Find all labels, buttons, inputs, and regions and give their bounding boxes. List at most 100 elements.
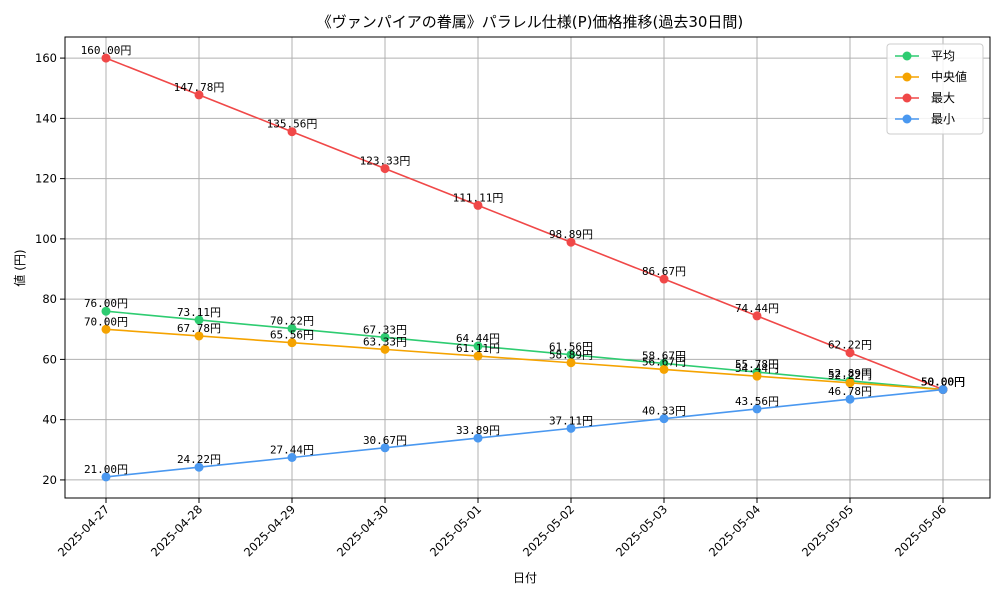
data-point bbox=[380, 443, 390, 453]
data-label: 73.11円 bbox=[177, 306, 221, 319]
data-label: 43.56円 bbox=[735, 395, 779, 408]
data-point bbox=[752, 371, 762, 381]
data-label: 70.00円 bbox=[84, 315, 128, 328]
y-tick-label: 20 bbox=[42, 473, 57, 487]
y-tick-label: 100 bbox=[35, 232, 57, 246]
legend-label: 平均 bbox=[931, 49, 955, 63]
x-tick-label: 2025-05-03 bbox=[613, 502, 670, 559]
data-label: 67.78円 bbox=[177, 322, 221, 335]
data-point bbox=[380, 332, 390, 342]
series-4 bbox=[101, 385, 948, 482]
data-point bbox=[194, 90, 204, 100]
data-point bbox=[380, 164, 390, 174]
legend-label: 最小 bbox=[931, 112, 955, 126]
data-label: 67.33円 bbox=[363, 323, 407, 336]
data-label: 135.56円 bbox=[267, 118, 318, 131]
series-line bbox=[105, 310, 944, 391]
data-label: 50.00円 bbox=[921, 376, 965, 389]
y-tick-label: 160 bbox=[35, 51, 57, 65]
data-point bbox=[287, 324, 297, 334]
x-tick-label: 2025-04-30 bbox=[334, 502, 391, 559]
legend-item: 平均 bbox=[895, 49, 955, 63]
legend-marker bbox=[902, 114, 912, 124]
y-tick-label: 40 bbox=[42, 413, 57, 427]
plot-frame bbox=[64, 36, 991, 499]
data-point bbox=[566, 237, 576, 247]
data-point bbox=[287, 127, 297, 137]
data-point bbox=[566, 423, 576, 433]
legend-label: 中央値 bbox=[931, 69, 967, 84]
legend-marker bbox=[902, 72, 912, 82]
data-label: 27.44円 bbox=[270, 444, 314, 457]
data-point bbox=[473, 351, 483, 361]
y-tick-label: 60 bbox=[42, 352, 57, 366]
x-tick-label: 2025-05-06 bbox=[892, 502, 949, 559]
axis-ticks: 20 40 60 80 100 120 140 160 2025-04-27 2025-04-28… bbox=[35, 51, 949, 559]
data-point bbox=[566, 350, 576, 360]
x-tick-label: 2025-04-27 bbox=[55, 502, 112, 559]
data-point bbox=[659, 414, 669, 424]
data-label: 65.56円 bbox=[270, 329, 314, 342]
data-label: 46.78円 bbox=[828, 385, 872, 398]
data-point bbox=[101, 324, 111, 334]
data-label: 63.33円 bbox=[363, 335, 407, 348]
grid bbox=[65, 37, 990, 498]
data-point bbox=[659, 364, 669, 374]
legend-item: 中央値 bbox=[895, 69, 967, 84]
series-3 bbox=[101, 53, 948, 395]
data-label: 58.89円 bbox=[549, 349, 593, 362]
data-point bbox=[473, 341, 483, 351]
legend-marker bbox=[902, 51, 912, 61]
data-point bbox=[287, 338, 297, 348]
data-point bbox=[473, 200, 483, 210]
legend-box bbox=[886, 43, 984, 135]
x-tick-label: 2025-05-01 bbox=[427, 502, 484, 559]
data-label: 147.78円 bbox=[174, 81, 225, 94]
series-line bbox=[105, 328, 944, 391]
data-label: 111.11円 bbox=[453, 191, 504, 204]
data-point bbox=[752, 311, 762, 321]
data-label: 70.22円 bbox=[270, 315, 314, 328]
data-label: 54.44円 bbox=[735, 362, 779, 375]
y-tick-label: 140 bbox=[35, 111, 57, 125]
data-label: 62.22円 bbox=[828, 339, 872, 352]
data-label: 37.11円 bbox=[549, 414, 593, 427]
data-point bbox=[101, 306, 111, 316]
data-label: 50.00円 bbox=[921, 376, 965, 389]
data-label: 58.67円 bbox=[642, 349, 686, 362]
series-line bbox=[105, 388, 944, 478]
data-label: 50.00円 bbox=[921, 376, 965, 389]
chart-title: 《ヴァンパイアの眷属》パラレル仕様(P)価格推移(過去30日間) bbox=[317, 13, 744, 31]
data-label: 56.67円 bbox=[642, 355, 686, 368]
data-point bbox=[659, 274, 669, 284]
series-group bbox=[101, 53, 948, 482]
data-point bbox=[287, 453, 297, 463]
legend-label: 最大 bbox=[931, 91, 955, 105]
data-point bbox=[845, 348, 855, 358]
data-point bbox=[938, 385, 948, 395]
data-point bbox=[101, 53, 111, 63]
data-label: 64.44円 bbox=[456, 332, 500, 345]
data-label: 30.67円 bbox=[363, 434, 407, 447]
x-tick-label: 2025-04-28 bbox=[148, 502, 205, 559]
data-label: 98.89円 bbox=[549, 228, 593, 241]
legend-item: 最大 bbox=[895, 91, 955, 105]
x-tick-label: 2025-05-05 bbox=[799, 502, 856, 559]
x-tick-label: 2025-05-02 bbox=[520, 502, 577, 559]
data-label: 40.33円 bbox=[642, 405, 686, 418]
data-label: 55.78円 bbox=[735, 358, 779, 371]
data-label: 86.67円 bbox=[642, 265, 686, 278]
data-point bbox=[194, 315, 204, 325]
data-point bbox=[194, 331, 204, 341]
data-point bbox=[752, 404, 762, 414]
data-point bbox=[845, 394, 855, 404]
data-label: 61.56円 bbox=[549, 341, 593, 354]
data-label: 52.89円 bbox=[828, 367, 872, 380]
series-line bbox=[105, 57, 944, 391]
data-point bbox=[845, 378, 855, 388]
y-tick-label: 120 bbox=[35, 172, 57, 186]
data-point bbox=[380, 344, 390, 354]
data-point bbox=[566, 358, 576, 368]
x-tick-label: 2025-04-29 bbox=[241, 502, 298, 559]
data-label: 24.22円 bbox=[177, 453, 221, 466]
